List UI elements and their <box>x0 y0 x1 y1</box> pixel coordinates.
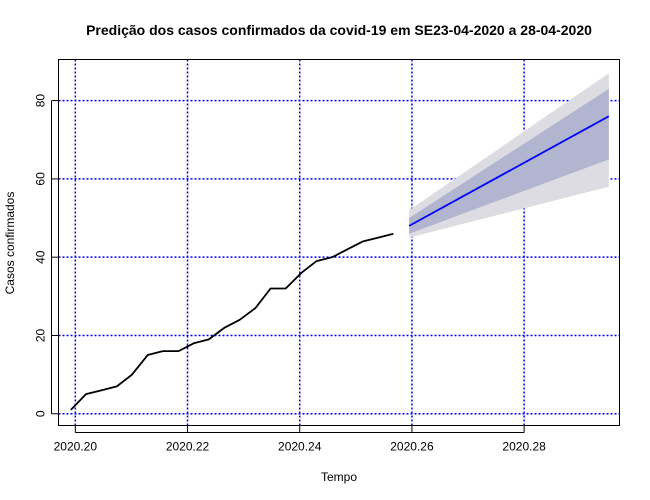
series <box>70 115 610 411</box>
y-axis: 0 20 40 60 80 <box>34 94 59 417</box>
y-tick-label: 0 <box>34 410 48 417</box>
x-tick-label: 2020.20 <box>54 440 98 454</box>
x-tick-label: 2020.24 <box>278 440 322 454</box>
x-axis: 2020.20 2020.22 2020.24 2020.26 2020.28 <box>54 425 546 454</box>
x-tick-label: 2020.28 <box>502 440 546 454</box>
x-tick-label: 2020.26 <box>390 440 434 454</box>
y-tick-label: 80 <box>34 94 48 108</box>
y-axis-label: Casos confirmados <box>3 192 17 295</box>
plot-frame <box>58 59 620 426</box>
y-tick-label: 20 <box>34 328 48 342</box>
chart-title: Predição dos casos confirmados da covid-… <box>86 22 592 38</box>
forecast-series-line <box>408 115 610 227</box>
x-axis-label: Tempo <box>321 470 357 484</box>
x-tick-label: 2020.22 <box>166 440 210 454</box>
y-tick-label: 40 <box>34 250 48 264</box>
grid <box>58 59 620 426</box>
y-tick-label: 60 <box>34 172 48 186</box>
observed-series-line <box>70 232 394 411</box>
